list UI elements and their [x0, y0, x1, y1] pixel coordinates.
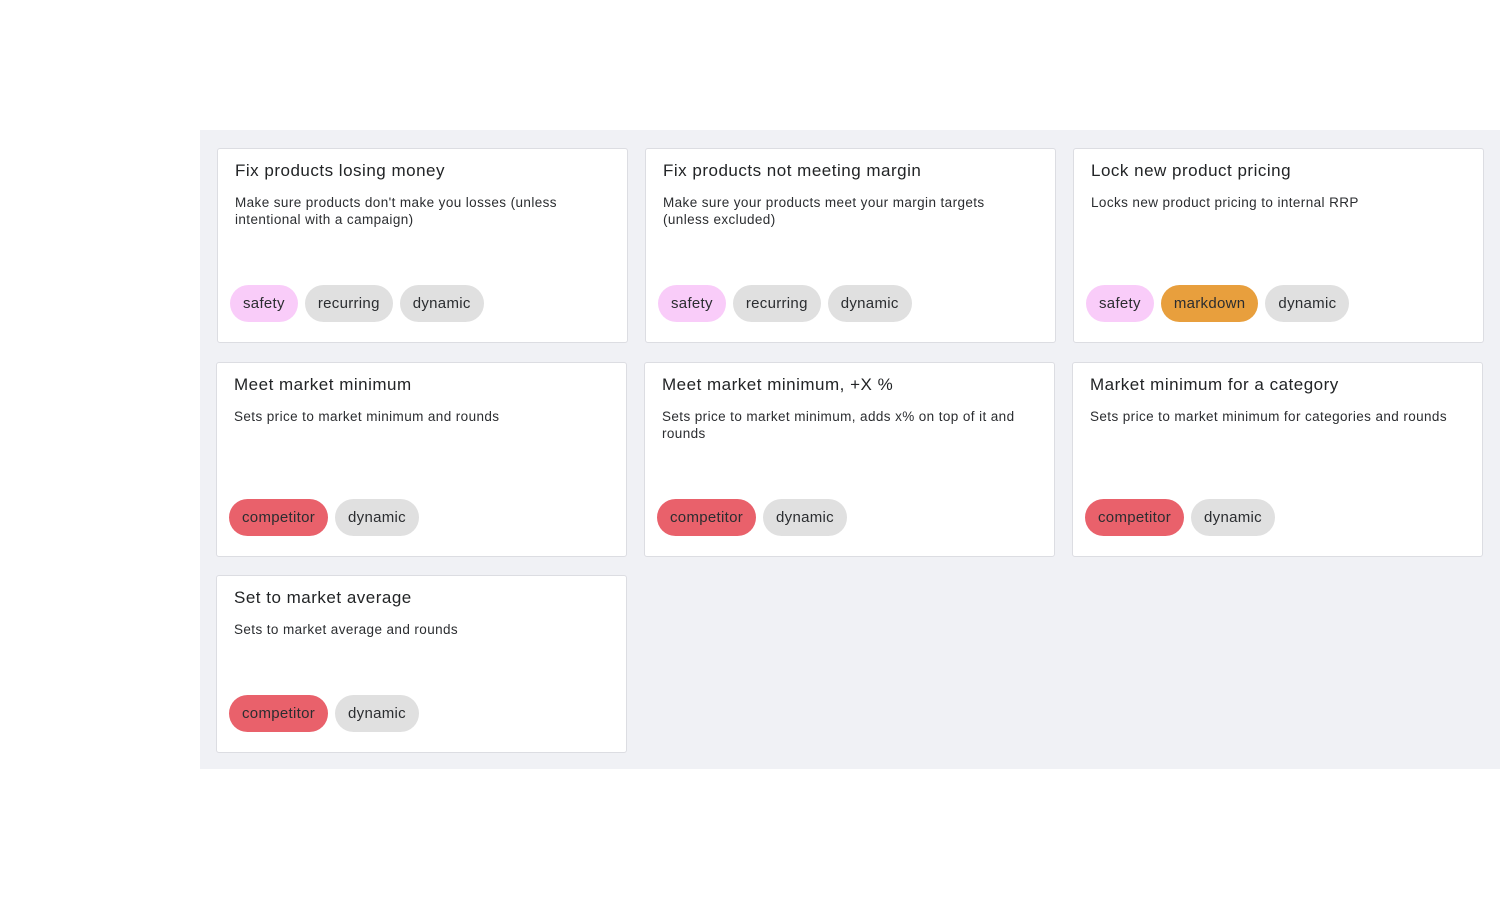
tag-dynamic[interactable]: dynamic	[763, 499, 847, 536]
tag-competitor[interactable]: competitor	[229, 499, 329, 536]
tag-safety[interactable]: safety	[1086, 285, 1154, 322]
card-description: Make sure your products meet your margin…	[663, 195, 985, 227]
tag-dynamic[interactable]: dynamic	[335, 695, 419, 732]
card-description: Sets price to market minimum for categor…	[1090, 409, 1447, 424]
strategy-card-fix-products-losing-money[interactable]: Fix products losing money Make sure prod…	[217, 148, 628, 343]
tag-safety[interactable]: safety	[658, 285, 726, 322]
strategy-card-fix-products-not-meeting-margin[interactable]: Fix products not meeting margin Make sur…	[645, 148, 1056, 343]
strategy-card-market-minimum-for-category[interactable]: Market minimum for a category Sets price…	[1072, 362, 1483, 557]
card-title: Set to market average	[234, 588, 412, 607]
card-tags: competitor dynamic	[1085, 499, 1275, 536]
card-tags: competitor dynamic	[657, 499, 847, 536]
tag-dynamic[interactable]: dynamic	[399, 285, 484, 322]
tag-competitor[interactable]: competitor	[229, 695, 329, 732]
strategy-card-lock-new-product-pricing[interactable]: Lock new product pricing Locks new produ…	[1073, 148, 1484, 343]
card-description: Sets price to market minimum and rounds	[234, 409, 500, 424]
card-tags: safety markdown dynamic	[1086, 285, 1350, 322]
tag-dynamic[interactable]: dynamic	[1265, 285, 1350, 322]
strategy-card-set-to-market-average[interactable]: Set to market average Sets to market ave…	[216, 575, 627, 753]
card-tags: competitor dynamic	[229, 695, 419, 732]
card-description: Sets to market average and rounds	[234, 622, 459, 637]
strategy-card-meet-market-minimum-plus-x[interactable]: Meet market minimum, +X % Sets price to …	[644, 362, 1055, 557]
card-title: Meet market minimum	[234, 375, 412, 394]
tag-markdown[interactable]: markdown	[1160, 285, 1259, 322]
tag-competitor[interactable]: competitor	[1085, 499, 1185, 536]
tag-dynamic[interactable]: dynamic	[1191, 499, 1275, 536]
tag-dynamic[interactable]: dynamic	[827, 285, 912, 322]
card-title: Meet market minimum, +X %	[662, 375, 894, 394]
card-tags: competitor dynamic	[229, 499, 419, 536]
card-description: Locks new product pricing to internal RR…	[1091, 195, 1359, 210]
tag-recurring[interactable]: recurring	[732, 285, 821, 322]
card-title: Fix products losing money	[235, 161, 445, 180]
tag-dynamic[interactable]: dynamic	[335, 499, 419, 536]
strategy-cards-panel: Fix products losing money Make sure prod…	[200, 130, 1500, 769]
card-tags: safety recurring dynamic	[658, 285, 912, 322]
card-description: Sets price to market minimum, adds x% on…	[662, 409, 1015, 441]
tag-competitor[interactable]: competitor	[657, 499, 757, 536]
card-description: Make sure products don't make you losses…	[235, 195, 557, 227]
card-title: Market minimum for a category	[1090, 375, 1339, 394]
tag-recurring[interactable]: recurring	[304, 285, 393, 322]
card-tags: safety recurring dynamic	[230, 285, 484, 322]
tag-safety[interactable]: safety	[230, 285, 298, 322]
card-title: Fix products not meeting margin	[663, 161, 922, 180]
strategy-card-meet-market-minimum[interactable]: Meet market minimum Sets price to market…	[216, 362, 627, 557]
card-title: Lock new product pricing	[1091, 161, 1292, 180]
